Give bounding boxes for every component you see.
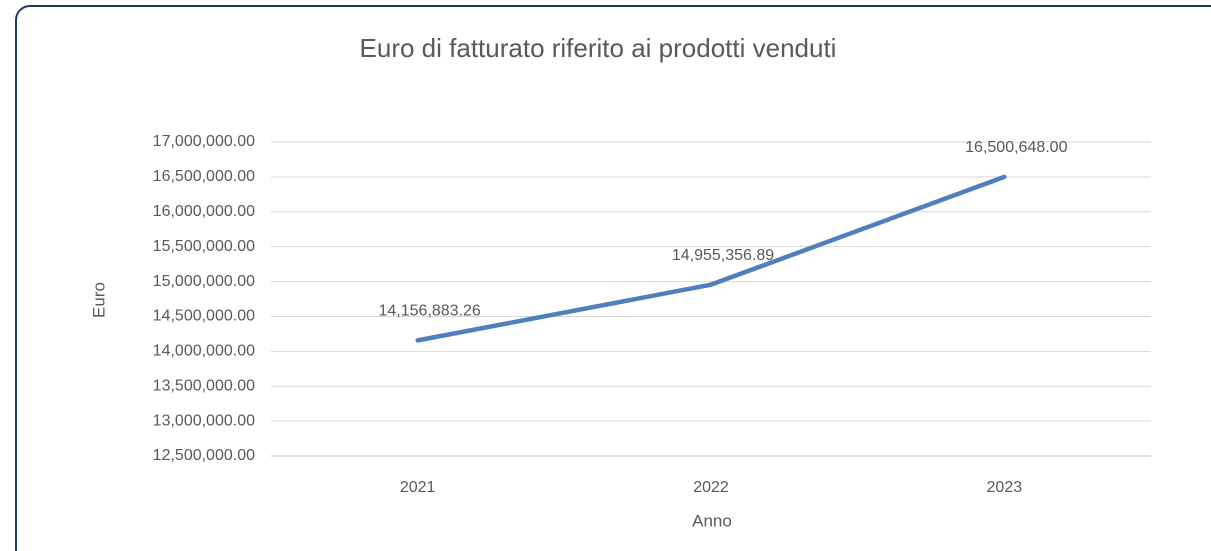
x-axis-label: Anno — [692, 511, 732, 530]
y-tick-label: 16,500,000.00 — [153, 168, 255, 185]
line-series — [415, 174, 1007, 343]
data-label: 16,500,648.00 — [965, 139, 1067, 156]
y-tick-label: 15,000,000.00 — [153, 273, 255, 290]
y-tick-label: 13,500,000.00 — [153, 377, 255, 394]
y-tick-label: 13,000,000.00 — [153, 412, 255, 429]
chart-title: Euro di fatturato riferito ai prodotti v… — [360, 33, 837, 63]
y-tick-label: 15,500,000.00 — [153, 238, 255, 255]
x-tick-label: 2023 — [987, 479, 1023, 496]
x-tick-label: 2021 — [400, 479, 436, 496]
y-tick-label: 14,000,000.00 — [153, 343, 255, 360]
data-label: 14,955,356.89 — [672, 247, 774, 264]
data-label: 14,156,883.26 — [379, 303, 481, 320]
x-tick-label: 2022 — [693, 479, 729, 496]
y-tick-label: 12,500,000.00 — [153, 447, 255, 464]
y-axis-label: Euro — [89, 282, 108, 318]
y-tick-label: 17,000,000.00 — [153, 133, 255, 150]
y-tick-label: 16,000,000.00 — [153, 203, 255, 220]
y-tick-label: 14,500,000.00 — [153, 308, 255, 325]
